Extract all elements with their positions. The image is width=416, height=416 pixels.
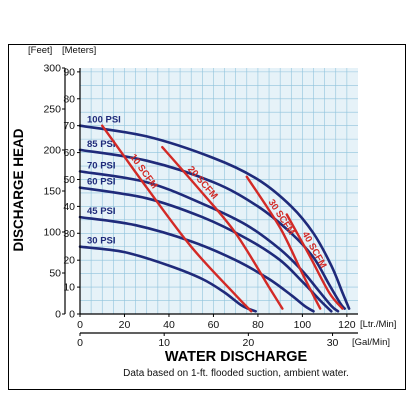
series-line-30-scfm <box>245 175 322 310</box>
x-secondary-unit-label: [Gal/Min] <box>352 337 390 348</box>
y-tick-label-meters: 90 <box>63 66 75 78</box>
y-tick-label-feet: 300 <box>43 63 61 75</box>
x-tick-label-lpm: 100 <box>294 319 312 331</box>
x-tick-label-lpm: 20 <box>119 319 131 331</box>
series-line-100-psi <box>78 124 351 310</box>
x-tick-label-lpm: 40 <box>163 319 175 331</box>
series-label-60-psi: 60 PSI <box>87 177 116 188</box>
series-line-20-scfm <box>161 146 284 310</box>
series-label-30-psi: 30 PSI <box>87 236 116 247</box>
series-line-60-psi <box>78 186 333 313</box>
y-tick-label-feet: 0 <box>55 309 61 321</box>
x-tick-label-gpm: 0 <box>77 337 83 349</box>
y-tick-label-feet: 50 <box>49 268 61 280</box>
x-tick-label-lpm: 80 <box>252 319 264 331</box>
y-tick-label-meters: 10 <box>63 282 75 294</box>
series-line-85-psi <box>78 148 346 310</box>
plot-background <box>80 68 358 314</box>
x-primary-unit-label: [Ltr./Min] <box>360 319 396 330</box>
x-axis-title: WATER DISCHARGE <box>165 349 308 365</box>
series-label-70-psi: 70 PSI <box>87 160 116 171</box>
y-right-unit-label: [Meters] <box>62 45 96 56</box>
y-tick-label-feet: 100 <box>43 227 61 239</box>
series-label-100-psi: 100 PSI <box>87 115 121 126</box>
y-tick-label-feet: 150 <box>43 186 61 198</box>
x-tick-label-gpm: 20 <box>243 337 255 349</box>
series-line-45-psi <box>78 215 315 313</box>
y-left-unit-label: [Feet] <box>28 45 52 56</box>
x-tick-label-gpm: 30 <box>327 337 339 349</box>
y-tick-label-feet: 200 <box>43 145 61 157</box>
y-tick-label-meters: 80 <box>63 93 75 105</box>
y-axis-title: DISCHARGE HEAD <box>11 128 26 251</box>
series-line-40-scfm <box>285 213 344 310</box>
series-line-10-scfm <box>101 124 253 313</box>
series-line-30-psi <box>78 245 257 313</box>
y-tick-label-meters: 0 <box>69 309 75 321</box>
x-tick-label-lpm: 0 <box>77 319 83 331</box>
y-tick-label-meters: 20 <box>63 255 75 267</box>
x-tick-label-lpm: 120 <box>338 319 356 331</box>
y-tick-label-meters: 40 <box>63 201 75 213</box>
y-tick-label-meters: 60 <box>63 147 75 159</box>
x-tick-label-lpm: 60 <box>208 319 220 331</box>
y-tick-label-feet: 250 <box>43 104 61 116</box>
chart-frame <box>8 44 406 390</box>
y-tick-label-meters: 30 <box>63 228 75 240</box>
y-tick-label-meters: 50 <box>63 174 75 186</box>
series-label-85-psi: 85 PSI <box>87 139 116 150</box>
series-label-45-psi: 45 PSI <box>87 206 116 217</box>
footnote: Data based on 1-ft. flooded suction, amb… <box>123 368 349 379</box>
y-tick-label-meters: 70 <box>63 120 75 132</box>
series-line-70-psi <box>78 170 340 313</box>
x-tick-label-gpm: 10 <box>158 337 170 349</box>
